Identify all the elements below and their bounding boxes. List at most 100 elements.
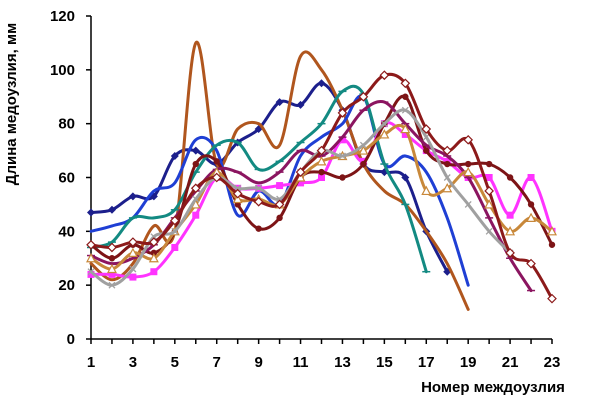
data-point <box>337 108 348 118</box>
data-point <box>191 146 200 155</box>
y-tick-label: 120 <box>50 8 75 25</box>
data-point <box>339 174 346 181</box>
data-point <box>129 265 137 273</box>
data-point <box>379 70 390 81</box>
series-4 <box>87 84 431 274</box>
data-point <box>338 152 346 160</box>
data-point <box>443 174 451 181</box>
data-point <box>506 174 514 181</box>
x-tick-label: 15 <box>376 354 393 371</box>
data-point <box>380 120 388 128</box>
data-point <box>318 174 325 181</box>
data-point <box>485 174 493 181</box>
y-tick-label: 40 <box>58 223 75 240</box>
data-point <box>360 160 367 168</box>
x-tick-label: 5 <box>171 354 179 371</box>
data-point <box>526 258 536 269</box>
data-point <box>190 183 201 194</box>
data-point <box>127 247 138 257</box>
x-tick-label: 13 <box>334 354 351 371</box>
x-tick-label: 7 <box>213 354 221 371</box>
y-tick-label: 20 <box>58 277 75 294</box>
data-point <box>526 212 537 222</box>
y-tick-label: 60 <box>58 170 75 187</box>
data-point <box>485 227 493 235</box>
data-point <box>87 208 95 217</box>
data-point <box>108 270 116 278</box>
series-10 <box>86 70 557 304</box>
data-point <box>423 147 430 154</box>
data-point <box>444 160 451 168</box>
data-point <box>276 182 284 190</box>
data-point <box>170 151 179 160</box>
data-point <box>359 141 367 149</box>
data-point <box>401 130 409 138</box>
data-point <box>548 241 556 248</box>
data-point <box>506 211 514 219</box>
data-point <box>150 249 158 257</box>
data-point <box>129 273 137 281</box>
x-tick-label: 23 <box>544 354 561 371</box>
data-point <box>402 93 409 100</box>
series-2 <box>89 41 470 311</box>
data-point <box>547 293 557 304</box>
data-point <box>169 215 180 226</box>
data-point <box>255 184 263 192</box>
x-axis-title: Номер междоузлия <box>421 379 565 396</box>
data-point <box>464 160 472 168</box>
data-point <box>149 237 159 247</box>
data-point <box>211 172 222 183</box>
data-point <box>527 174 535 181</box>
data-point <box>316 156 327 166</box>
data-point <box>171 227 179 235</box>
data-point <box>442 145 453 156</box>
data-point <box>276 214 283 222</box>
data-point <box>107 205 116 214</box>
data-point <box>358 145 369 155</box>
series-layer <box>86 41 557 311</box>
data-point <box>232 188 243 199</box>
data-point <box>484 186 494 196</box>
y-tick-label: 80 <box>58 116 75 133</box>
x-tick-label: 19 <box>460 354 477 371</box>
data-point <box>379 129 390 139</box>
data-point <box>253 196 264 207</box>
data-point <box>297 179 305 187</box>
x-tick-label: 17 <box>418 354 435 371</box>
data-point <box>128 192 137 201</box>
data-point <box>107 242 117 253</box>
y-axis-ticks: 0 20 40 60 80 100 120 <box>50 8 91 348</box>
data-point <box>463 166 474 177</box>
data-point <box>86 252 96 263</box>
data-point <box>150 268 158 276</box>
data-point <box>108 255 116 262</box>
x-tick-label: 3 <box>129 354 137 371</box>
data-point <box>295 167 306 177</box>
data-point <box>275 98 284 107</box>
data-point <box>338 136 346 144</box>
data-point <box>401 173 410 182</box>
data-point <box>106 263 117 274</box>
x-tick-label: 1 <box>87 354 95 371</box>
y-tick-label: 0 <box>67 331 75 348</box>
data-point <box>192 195 200 203</box>
data-point <box>358 91 369 102</box>
data-point <box>527 201 535 208</box>
data-point <box>87 268 95 276</box>
data-point <box>171 243 179 251</box>
x-axis-ticks: 1 3 5 7 9 11 13 15 17 19 21 23 <box>87 339 561 371</box>
data-point <box>213 158 220 165</box>
data-point <box>505 226 516 236</box>
data-point <box>274 199 285 210</box>
data-point <box>442 182 453 193</box>
data-point <box>421 185 432 196</box>
x-tick-label: 21 <box>502 354 519 371</box>
data-point <box>318 168 325 176</box>
y-axis-title: Длина медоузлия, мм <box>3 23 20 185</box>
data-point <box>87 270 95 278</box>
data-point <box>150 233 158 241</box>
data-point <box>234 184 242 192</box>
data-point <box>464 200 472 208</box>
data-point <box>400 123 411 134</box>
